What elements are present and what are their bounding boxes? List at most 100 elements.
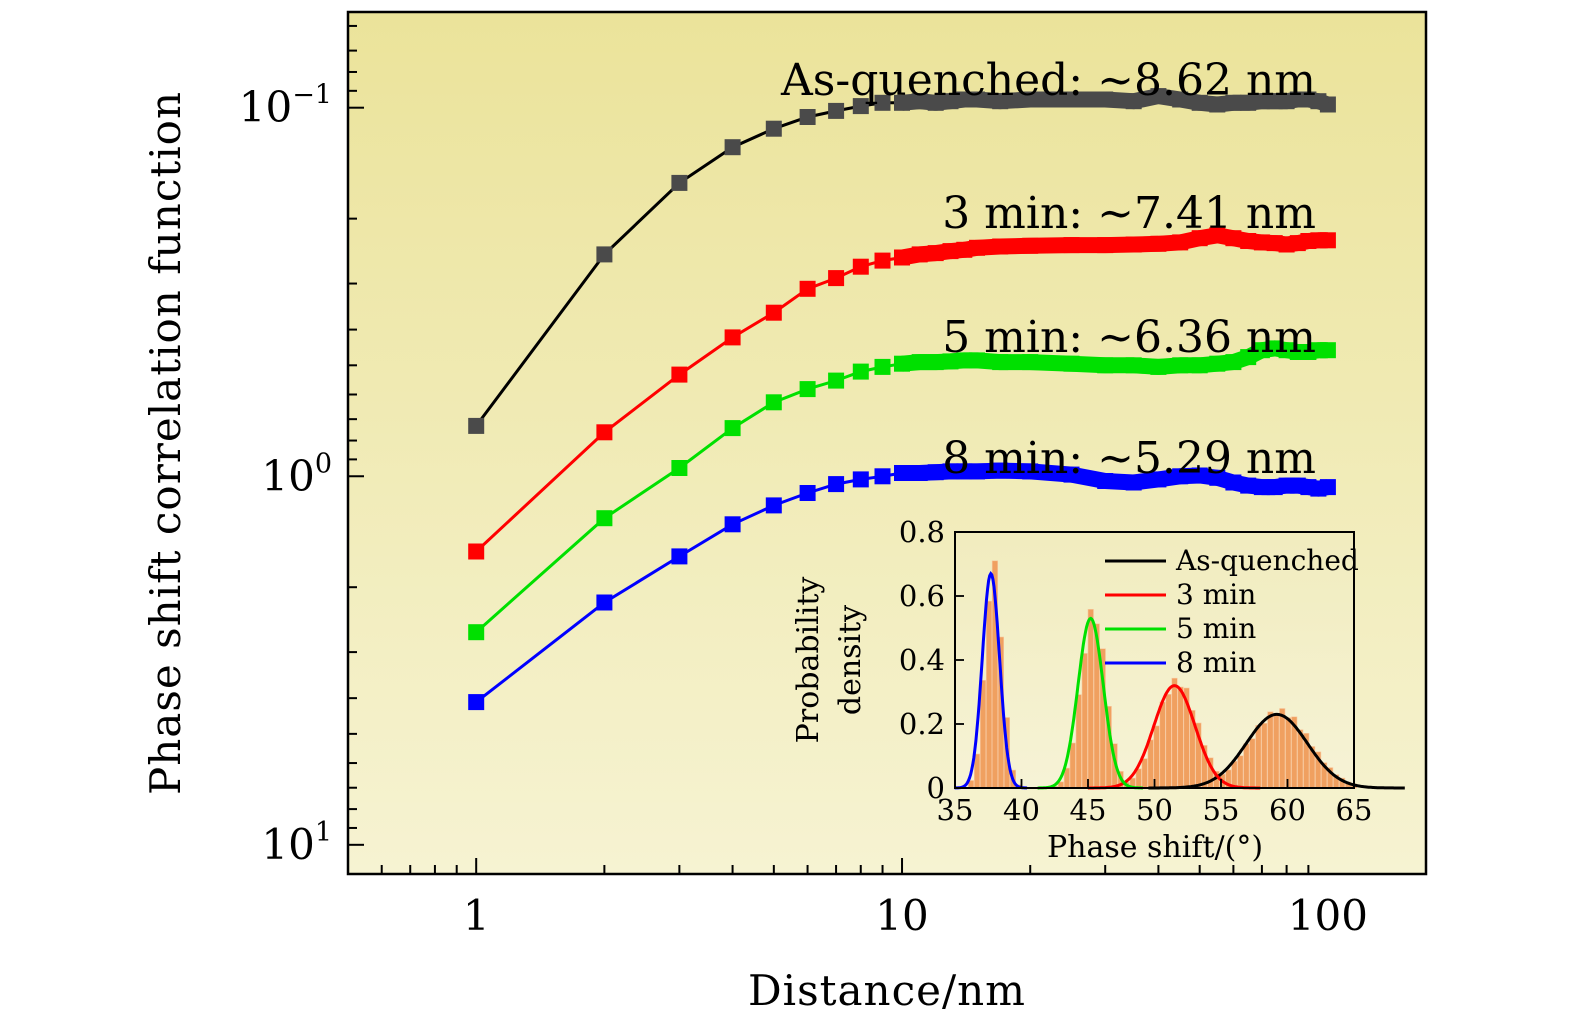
data-point (724, 139, 741, 156)
histogram-bar (1087, 608, 1094, 789)
data-point (852, 258, 869, 275)
inset-y-axis-title-line2: density (833, 605, 868, 715)
series-as-quenched (468, 88, 1336, 434)
series-8-min (468, 462, 1336, 711)
histogram-bar (985, 600, 993, 789)
histogram-bar (979, 679, 987, 789)
histogram-bar (1141, 758, 1148, 789)
inset-curve-8-min (954, 570, 1028, 790)
inset-y-tick-label: 0.4 (899, 643, 945, 677)
histogram-bar (1165, 693, 1172, 789)
data-point (852, 471, 869, 488)
data-point (724, 420, 741, 437)
data-point (828, 270, 845, 287)
legend-label-3-min: 3 min (1176, 578, 1256, 611)
histogram-bar (1075, 694, 1082, 789)
series-3-min (468, 227, 1336, 560)
histogram-bar (1153, 725, 1160, 789)
data-point (671, 548, 688, 565)
inset-y-axis-title-line1: Probability (791, 577, 826, 744)
legend-label-as-quenched: As-quenched (1175, 544, 1359, 577)
plot-frame (346, 10, 1428, 876)
data-point (828, 476, 845, 493)
data-point (874, 358, 891, 375)
series-label-as-quenched: As-quenched: ~8.62 nm (780, 55, 1316, 106)
data-point (765, 497, 782, 514)
data-point (828, 372, 845, 389)
histogram-bar (1171, 677, 1178, 789)
data-point (765, 120, 782, 137)
data-point-band (900, 227, 1328, 266)
histogram-bar (1279, 708, 1286, 789)
data-point-band (901, 340, 1328, 375)
histogram-bar (1159, 701, 1166, 789)
inset-x-tick-label: 35 (937, 793, 974, 827)
inset-x-tick-label: 45 (1070, 793, 1107, 827)
data-point (828, 102, 845, 119)
x-tick-label: 1 (463, 891, 490, 940)
histogram-bar (1069, 742, 1076, 789)
data-point-band (902, 462, 1330, 497)
data-point (671, 366, 688, 383)
axes: 1 10 100 10−1 100 101 (239, 24, 1368, 940)
series-label-5-min: 5 min: ~6.36 nm (942, 312, 1316, 363)
data-point (724, 329, 741, 346)
histogram-bar (1255, 725, 1262, 789)
data-point (874, 252, 891, 269)
data-point-band (901, 88, 1331, 113)
inset-x-axis-title: Phase shift/(°) (1047, 830, 1263, 865)
data-point (596, 510, 613, 527)
legend-label-8-min: 8 min (1176, 646, 1256, 679)
data-point (671, 174, 688, 191)
inset-y-tick-label: 0.2 (899, 707, 945, 741)
histogram-bar (1081, 653, 1088, 789)
histogram-bar (1237, 755, 1244, 789)
series-5-min (468, 340, 1336, 641)
inset-y-tick-label: 0.8 (899, 515, 945, 549)
y-tick-label: 101 (261, 817, 332, 869)
data-point (874, 94, 891, 111)
histogram-bar (1261, 722, 1268, 789)
y-axis-title: Phase shift correlation function (141, 91, 190, 795)
data-point (671, 460, 688, 476)
data-point (468, 543, 485, 560)
y-tick-label: 10−1 (239, 80, 332, 132)
histogram-bar (1135, 768, 1142, 789)
series-label-3-min: 3 min: ~7.41 nm (942, 188, 1316, 239)
histogram-bar (1273, 714, 1280, 789)
data-point (468, 694, 485, 711)
inset-x-tick-label: 50 (1136, 793, 1173, 827)
histogram-bar (1249, 738, 1256, 789)
data-point (596, 246, 613, 263)
data-point (596, 424, 613, 441)
data-point (799, 280, 816, 297)
data-point (724, 516, 741, 533)
y-tick-label: 100 (261, 448, 332, 500)
histogram-bar (1243, 743, 1250, 789)
inset-curve-3-min (1087, 684, 1261, 790)
x-axis-title: Distance/nm (748, 966, 1026, 1015)
data-point (596, 594, 613, 611)
data-point (468, 417, 485, 434)
data-point (852, 98, 869, 115)
data-point (765, 304, 782, 321)
histogram-bar (1231, 760, 1238, 789)
histogram-bar (1297, 729, 1304, 789)
legend-label-5-min: 5 min (1176, 612, 1256, 645)
inset-x-tick-label: 40 (1003, 793, 1040, 827)
inset-y-tick-label: 0.6 (899, 579, 945, 613)
series-label-8-min: 8 min: ~5.29 nm (942, 433, 1316, 484)
inset-x-tick-label: 60 (1269, 793, 1306, 827)
data-point (799, 485, 816, 501)
inset-curve-as-quenched (1148, 712, 1405, 790)
data-point (799, 381, 816, 398)
inset-chart: 35 40 45 50 55 60 65 0 0.2 0.4 0.6 0.8 As-quenched3 … (899, 515, 1405, 827)
data-point (799, 109, 816, 125)
x-tick-label: 100 (1288, 891, 1368, 940)
histogram-bar (1177, 686, 1184, 789)
data-point (468, 624, 485, 641)
histogram-bar (1267, 711, 1274, 789)
data-point (852, 363, 869, 380)
